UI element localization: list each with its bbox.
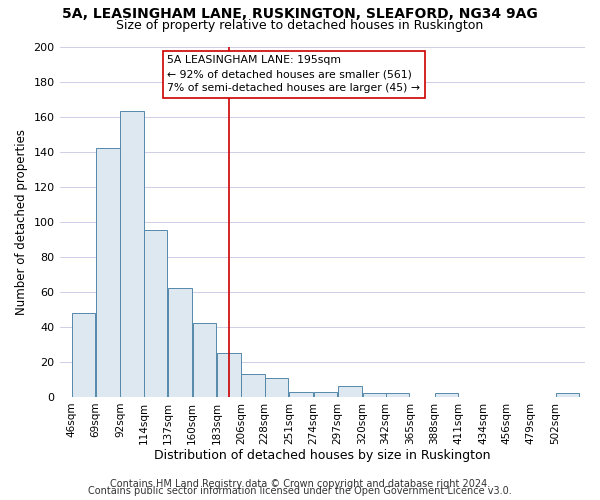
Text: 5A, LEASINGHAM LANE, RUSKINGTON, SLEAFORD, NG34 9AG: 5A, LEASINGHAM LANE, RUSKINGTON, SLEAFOR… bbox=[62, 8, 538, 22]
Bar bbox=[556, 394, 579, 397]
Bar bbox=[338, 386, 362, 397]
Bar bbox=[193, 324, 216, 397]
Bar bbox=[96, 148, 119, 397]
Bar bbox=[71, 313, 95, 397]
Bar bbox=[241, 374, 265, 397]
Bar bbox=[265, 378, 289, 397]
Y-axis label: Number of detached properties: Number of detached properties bbox=[15, 128, 28, 314]
Bar bbox=[121, 112, 144, 397]
Text: Contains HM Land Registry data © Crown copyright and database right 2024.: Contains HM Land Registry data © Crown c… bbox=[110, 479, 490, 489]
Bar bbox=[314, 392, 337, 397]
Bar bbox=[168, 288, 192, 397]
Bar bbox=[362, 394, 386, 397]
Bar bbox=[289, 392, 313, 397]
X-axis label: Distribution of detached houses by size in Ruskington: Distribution of detached houses by size … bbox=[154, 450, 491, 462]
Text: Contains public sector information licensed under the Open Government Licence v3: Contains public sector information licen… bbox=[88, 486, 512, 496]
Bar bbox=[434, 394, 458, 397]
Bar bbox=[144, 230, 167, 397]
Bar bbox=[217, 353, 241, 397]
Bar bbox=[386, 394, 409, 397]
Text: Size of property relative to detached houses in Ruskington: Size of property relative to detached ho… bbox=[116, 18, 484, 32]
Text: 5A LEASINGHAM LANE: 195sqm
← 92% of detached houses are smaller (561)
7% of semi: 5A LEASINGHAM LANE: 195sqm ← 92% of deta… bbox=[167, 56, 420, 94]
